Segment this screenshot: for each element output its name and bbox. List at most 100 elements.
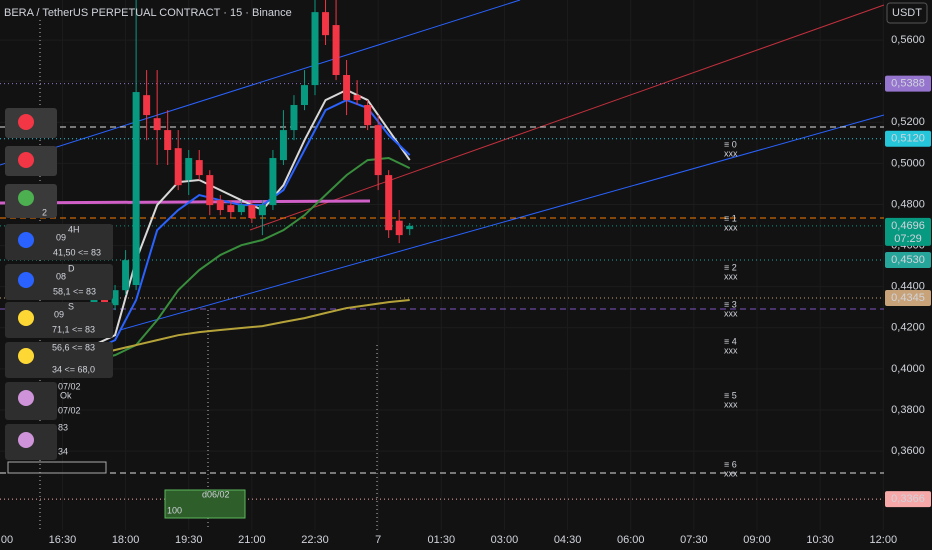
candle-body bbox=[279, 130, 287, 161]
level-mark-sub: xxx bbox=[724, 345, 738, 355]
candle-body bbox=[164, 130, 172, 151]
candle-body bbox=[385, 175, 393, 231]
x-tick-label: 21:00 bbox=[238, 534, 266, 546]
y-tick-label: 0,4200 bbox=[891, 322, 925, 334]
panel-text: 07/02 bbox=[58, 405, 81, 415]
price-label-bg bbox=[885, 75, 931, 92]
price-label-bg bbox=[885, 289, 931, 306]
candle-body bbox=[122, 260, 130, 291]
price-label: 0,5120 bbox=[891, 133, 925, 145]
panel-text: 09 bbox=[56, 232, 66, 242]
panel bbox=[164, 489, 246, 519]
panel-text: d06/02 bbox=[202, 489, 230, 499]
x-tick-label: 12:00 bbox=[870, 534, 898, 546]
panel bbox=[5, 302, 113, 338]
level-mark: ≡ 6 bbox=[724, 459, 737, 469]
price-label-bg bbox=[885, 130, 931, 147]
level-mark-sub: xxx bbox=[724, 271, 738, 281]
candle-body bbox=[311, 12, 319, 86]
candle-body bbox=[374, 125, 382, 176]
price-label: 0,4345 bbox=[891, 292, 925, 304]
level-mark: ≡ 0 bbox=[724, 139, 737, 149]
y-tick-label: 0,5600 bbox=[891, 34, 925, 46]
panel bbox=[5, 224, 113, 260]
pin bbox=[18, 272, 34, 288]
candle-body bbox=[322, 12, 330, 36]
panel-text: 41,50 <= 83 bbox=[53, 247, 101, 257]
candle-body bbox=[395, 220, 403, 236]
y-tick-label: 0,4000 bbox=[891, 363, 925, 375]
candle-body bbox=[332, 25, 340, 76]
price-axis bbox=[884, 0, 932, 550]
price-label: 0,5388 bbox=[891, 78, 925, 90]
panel-text: 56,6 <= 83 bbox=[52, 342, 95, 352]
candle-body bbox=[353, 95, 361, 101]
levels bbox=[0, 83, 884, 500]
candle-body bbox=[132, 92, 140, 286]
x-tick-label: 06:00 bbox=[617, 534, 645, 546]
trend-line bbox=[249, 4, 885, 231]
axes: 0,36000,38000,40000,42000,44000,46000,48… bbox=[0, 34, 931, 546]
x-tick-label: 16:30 bbox=[49, 534, 77, 546]
currency[interactable]: USDT bbox=[892, 7, 922, 19]
candle-body bbox=[143, 95, 151, 116]
panel-text: 58,1 <= 83 bbox=[53, 286, 96, 296]
panel-text: 07/02 bbox=[58, 381, 81, 391]
panel-text: 83 bbox=[58, 422, 68, 432]
trend-line bbox=[119, 114, 885, 331]
y-tick-label: 0,5200 bbox=[891, 116, 925, 128]
panel-text: 34 bbox=[58, 446, 68, 456]
pin bbox=[18, 432, 34, 448]
panel-text: 100 bbox=[167, 505, 182, 515]
x-tick-label: 19:30 bbox=[175, 534, 203, 546]
indicator-line bbox=[93, 299, 410, 357]
pin bbox=[18, 310, 34, 326]
indicator-line bbox=[93, 157, 411, 362]
candle-body bbox=[227, 205, 235, 213]
price-label-bg bbox=[885, 491, 931, 508]
candle-body bbox=[300, 85, 308, 106]
pin bbox=[18, 114, 34, 130]
candle-body bbox=[111, 290, 119, 306]
candle-body bbox=[290, 105, 298, 131]
pin bbox=[18, 348, 34, 364]
panel bbox=[5, 264, 113, 300]
level-mark: ≡ 1 bbox=[724, 213, 737, 223]
currency-button[interactable] bbox=[886, 2, 928, 24]
pink-line bbox=[0, 199, 371, 205]
pin bbox=[18, 232, 34, 248]
x-tick-label: 7 bbox=[375, 534, 381, 546]
x-tick-label: 09:00 bbox=[743, 534, 771, 546]
candle-body bbox=[343, 75, 351, 101]
candle-body bbox=[216, 200, 224, 211]
level-mark-sub: xxx bbox=[724, 468, 738, 478]
panel-text: 34 <= 68,0 bbox=[52, 364, 95, 374]
pin bbox=[18, 152, 34, 168]
price-label-bg bbox=[885, 251, 931, 268]
panel-text: 71,1 <= 83 bbox=[52, 324, 95, 334]
candle-body bbox=[174, 148, 182, 186]
x-tick-label: 15:00 bbox=[0, 534, 13, 546]
price-label: 0,4696 bbox=[891, 220, 925, 232]
panel-text: 4H bbox=[68, 224, 80, 234]
chart-title: BERA / TetherUS PERPETUAL CONTRACT · 15 … bbox=[4, 7, 292, 19]
level-mark-sub: xxx bbox=[724, 148, 738, 158]
price-label: 0,3366 bbox=[891, 493, 925, 505]
x-tick-label: 03:00 bbox=[491, 534, 519, 546]
candle-body bbox=[269, 158, 277, 206]
x-tick-label: 10:30 bbox=[806, 534, 834, 546]
trend-line bbox=[0, 0, 521, 166]
panel bbox=[7, 461, 107, 474]
x-tick-label: 04:30 bbox=[554, 534, 582, 546]
level-mark-sub: xxx bbox=[724, 222, 738, 232]
panel-text: Ok bbox=[60, 390, 72, 400]
panel-text: 08 bbox=[56, 271, 66, 281]
candle-body bbox=[258, 205, 266, 216]
level-mark: ≡ 2 bbox=[724, 262, 737, 272]
price-label-bg bbox=[885, 217, 931, 246]
panel-text: 09 bbox=[54, 309, 64, 319]
